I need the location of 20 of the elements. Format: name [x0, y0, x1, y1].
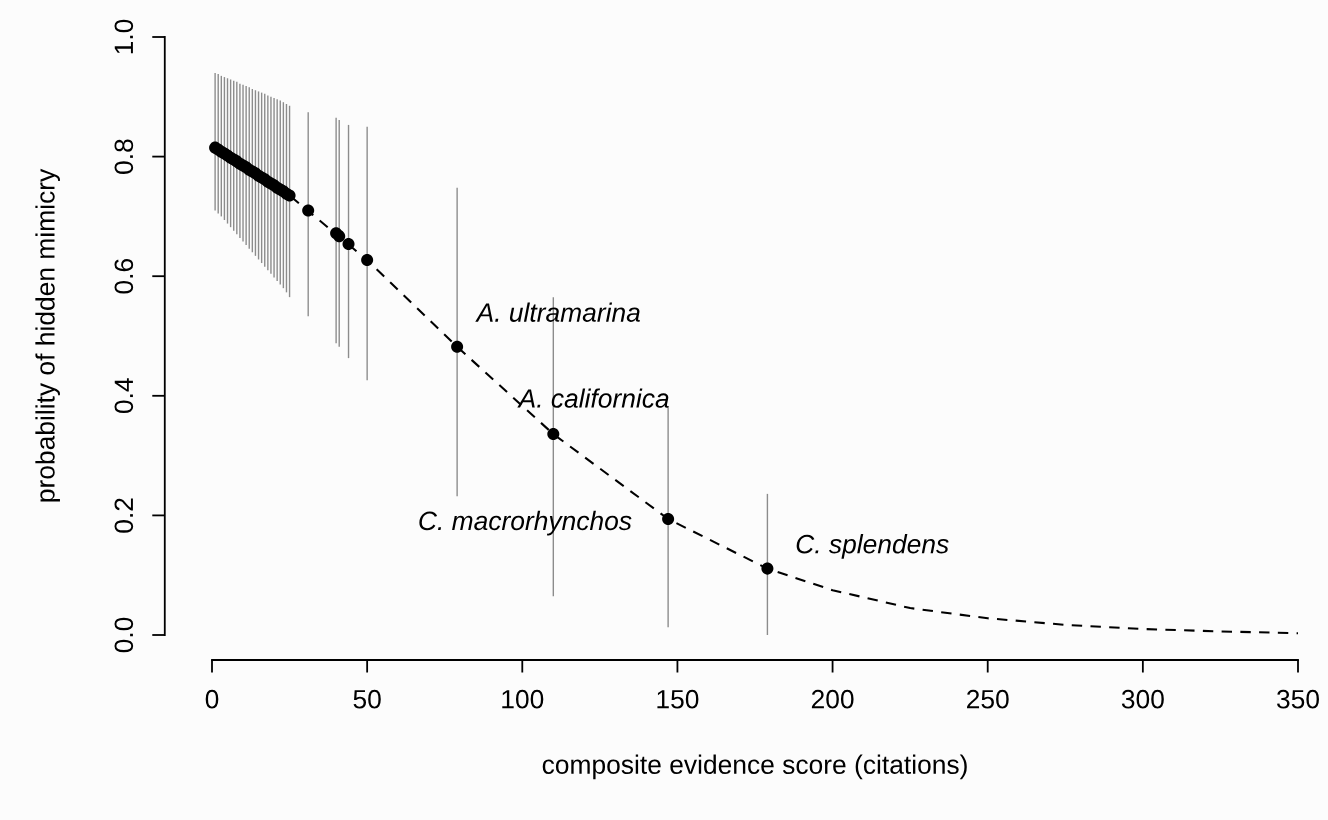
x-tick-label: 200	[811, 689, 854, 709]
x-tick-label: 100	[502, 689, 544, 709]
x-tick-label: 0	[205, 689, 219, 709]
x-tick-label: 150	[657, 689, 699, 709]
x-axis-title: composite evidence score (citations)	[542, 754, 967, 780]
annotation: A. californica	[517, 388, 669, 408]
annotation: A. ultramarina	[475, 302, 640, 322]
y-tick-label: 0.2	[114, 498, 134, 533]
annotation: C. splendens	[796, 534, 949, 559]
y-tick-label: 0.4	[114, 378, 134, 414]
x-tick-label: 300	[1121, 689, 1164, 709]
x-tick-label: 250	[967, 689, 1009, 709]
y-axis-title: probability of hidden mimicry	[35, 168, 60, 502]
y-tick-label: 0.0	[114, 617, 134, 653]
x-tick-label: 50	[353, 689, 381, 709]
y-tick-label: 0.6	[114, 259, 134, 294]
annotation: C. macrorhynchos	[419, 510, 632, 536]
y-tick-label: 1.0	[114, 19, 134, 54]
y-tick-label: 0.8	[114, 139, 134, 174]
x-tick-label: 350	[1276, 689, 1319, 709]
